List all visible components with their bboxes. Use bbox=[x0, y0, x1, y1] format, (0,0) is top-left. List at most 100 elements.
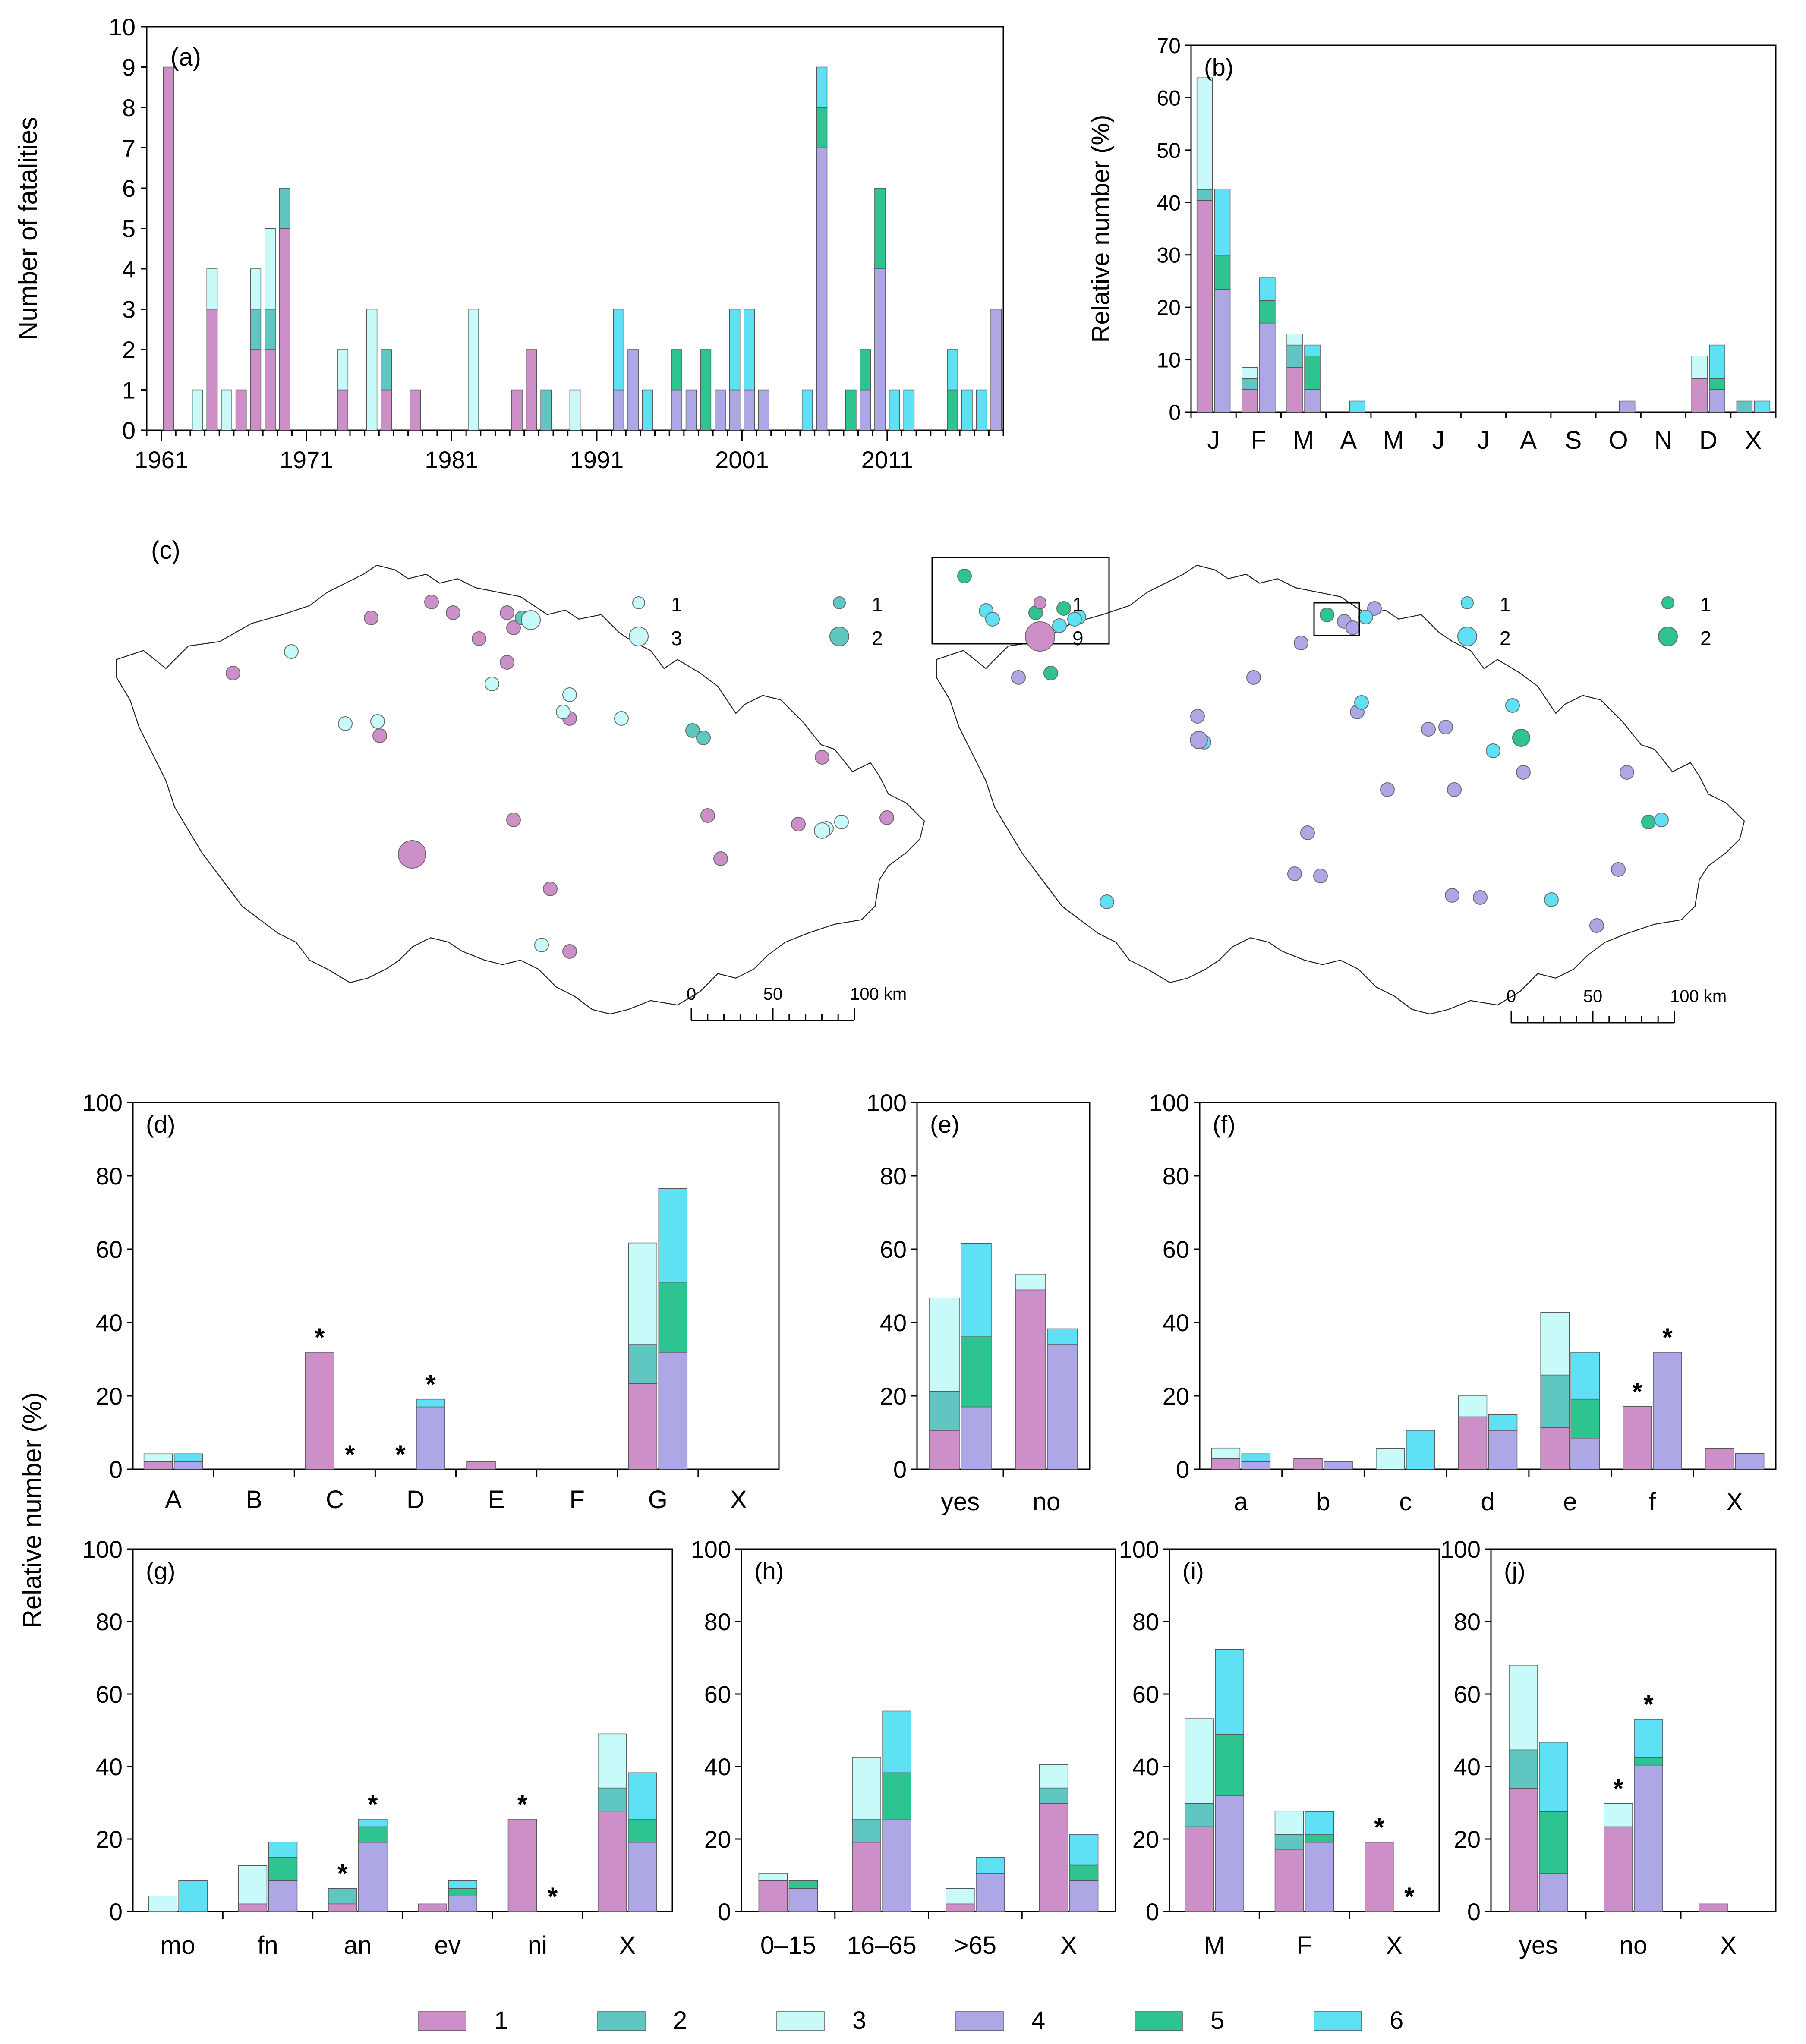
bar-segment-3 bbox=[1211, 1447, 1241, 1459]
x-tick-label: C bbox=[326, 1486, 344, 1514]
bar-segment-4 bbox=[358, 1842, 388, 1912]
location-marker-2 bbox=[833, 596, 846, 609]
bar-segment-6 bbox=[744, 309, 755, 391]
location-marker-6 bbox=[985, 612, 1000, 627]
y-tick-label: 100 bbox=[1440, 1536, 1481, 1563]
location-marker-1 bbox=[506, 813, 521, 827]
bar-segment-1 bbox=[381, 389, 392, 431]
x-tick-label: X bbox=[1386, 1931, 1403, 1959]
bar-segment-4 bbox=[874, 268, 886, 431]
bar-segment-5 bbox=[947, 389, 958, 431]
bar-segment-6 bbox=[642, 389, 653, 431]
x-tick-label: D bbox=[1699, 426, 1718, 454]
x-tick-label: an bbox=[344, 1931, 372, 1959]
location-marker-2 bbox=[685, 723, 700, 738]
location-marker-4 bbox=[1473, 890, 1488, 905]
legend-label: 4 bbox=[1031, 2006, 1045, 2035]
bar-segment-4 bbox=[1241, 1461, 1271, 1470]
x-tick-label: X bbox=[1060, 1931, 1077, 1959]
location-marker-2 bbox=[696, 731, 711, 745]
location-marker-1 bbox=[226, 666, 240, 680]
x-tick-label: D bbox=[407, 1486, 425, 1514]
y-tick-label: 0 bbox=[122, 417, 136, 444]
y-tick-label: 30 bbox=[1157, 243, 1181, 268]
x-tick-label: J bbox=[1207, 426, 1220, 454]
bar-segment-1 bbox=[1211, 1458, 1241, 1470]
x-tick-label: J bbox=[1477, 426, 1490, 454]
y-tick-label: 2 bbox=[122, 336, 136, 363]
bar-segment-3 bbox=[1458, 1395, 1488, 1417]
x-tick-label: 1971 bbox=[280, 446, 334, 473]
scale-label: 50 bbox=[1583, 987, 1603, 1006]
bar-segment-5 bbox=[1304, 356, 1321, 390]
bar-segment-6 bbox=[729, 309, 741, 391]
location-marker-5 bbox=[1658, 627, 1678, 646]
bar-segment-6 bbox=[976, 1857, 1005, 1874]
bar-segment-6 bbox=[448, 1880, 477, 1889]
y-tick-label: 60 bbox=[1163, 1236, 1189, 1263]
bar-segment-6 bbox=[961, 389, 973, 431]
bar-segment-1 bbox=[1196, 200, 1213, 413]
bar-segment-4 bbox=[268, 1880, 298, 1912]
bar-segment-5 bbox=[874, 188, 886, 269]
bar-segment-3 bbox=[206, 268, 218, 310]
bar-segment-5 bbox=[860, 349, 871, 391]
bar-segment-4 bbox=[416, 1406, 445, 1470]
location-marker-3 bbox=[834, 815, 849, 829]
bar-segment-4 bbox=[1634, 1764, 1663, 1912]
bar-segment-4 bbox=[1259, 322, 1276, 413]
panel-label: (d) bbox=[146, 1111, 175, 1138]
y-tick-label: 20 bbox=[1157, 296, 1181, 320]
significance-star: * bbox=[1374, 1813, 1384, 1842]
bar-segment-3 bbox=[238, 1865, 268, 1905]
x-tick-label: X bbox=[730, 1486, 747, 1514]
x-tick-label: M bbox=[1204, 1931, 1225, 1959]
x-tick-label: F bbox=[569, 1486, 584, 1514]
bar-segment-5 bbox=[961, 1336, 992, 1408]
location-marker-1 bbox=[879, 810, 894, 825]
bar-segment-6 bbox=[1570, 1352, 1600, 1400]
bar-segment-3 bbox=[1015, 1274, 1046, 1291]
bar-segment-1 bbox=[418, 1903, 447, 1912]
bar-segment-4 bbox=[448, 1896, 477, 1912]
bar-segment-6 bbox=[961, 1243, 992, 1337]
bar-segment-5 bbox=[700, 349, 712, 431]
bar-segment-5 bbox=[1069, 1864, 1099, 1881]
x-tick-label: yes bbox=[941, 1488, 980, 1516]
bar-segment-4 bbox=[715, 389, 726, 431]
bar-segment-1 bbox=[1691, 378, 1708, 413]
significance-star: * bbox=[1643, 1690, 1654, 1719]
legend-swatch-3 bbox=[776, 2011, 825, 2031]
location-marker-1 bbox=[700, 808, 715, 823]
y-tick-label: 60 bbox=[704, 1681, 731, 1708]
bar-segment-4 bbox=[671, 389, 682, 431]
y-tick-label: 0 bbox=[893, 1456, 907, 1483]
bar-segment-6 bbox=[416, 1398, 445, 1408]
bar-segment-3 bbox=[1691, 356, 1708, 379]
location-marker-6 bbox=[1505, 698, 1520, 713]
bar-segment-1 bbox=[163, 66, 174, 431]
y-tick-label: 60 bbox=[1157, 86, 1181, 110]
bar-segment-1 bbox=[507, 1819, 537, 1912]
plot-frame bbox=[1190, 44, 1777, 413]
plot-frame bbox=[132, 1548, 673, 1912]
y-tick-label: 20 bbox=[1163, 1383, 1189, 1410]
panel-label: (b) bbox=[1204, 54, 1233, 81]
bar-segment-5 bbox=[1305, 1834, 1334, 1843]
bar-segment-1 bbox=[1540, 1427, 1570, 1470]
bar-segment-4 bbox=[961, 1406, 992, 1470]
bar-segment-3 bbox=[221, 389, 232, 431]
bar-segment-6 bbox=[173, 1453, 203, 1462]
bar-segment-1 bbox=[1699, 1903, 1728, 1912]
y-tick-label: 10 bbox=[109, 13, 136, 41]
bar-segment-3 bbox=[1540, 1312, 1570, 1376]
bar-segment-2 bbox=[598, 1787, 627, 1812]
location-marker-1 bbox=[713, 851, 728, 866]
y-tick-label: 100 bbox=[82, 1536, 123, 1563]
bar-segment-5 bbox=[448, 1888, 477, 1896]
location-marker-4 bbox=[1611, 862, 1626, 877]
location-marker-1 bbox=[424, 595, 439, 609]
y-tick-label: 0 bbox=[1176, 1456, 1189, 1483]
